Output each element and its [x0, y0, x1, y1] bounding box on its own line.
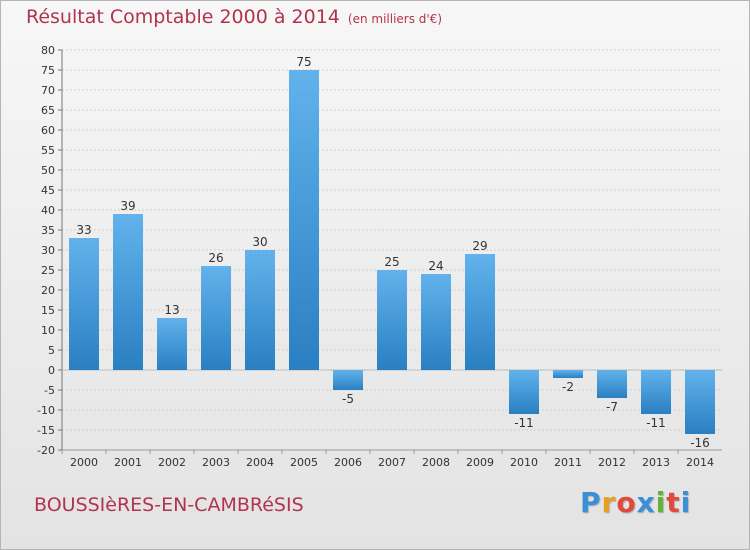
chart-title-text: Résultat Comptable 2000 à 2014 — [26, 6, 340, 28]
x-tick-label: 2008 — [422, 456, 450, 469]
y-tick-label: 60 — [41, 124, 55, 137]
y-tick-label: 15 — [41, 304, 55, 317]
x-tick-label: 2001 — [114, 456, 142, 469]
x-tick-label: 2010 — [510, 456, 538, 469]
x-tick-label: 2009 — [466, 456, 494, 469]
x-tick-label: 2002 — [158, 456, 186, 469]
x-tick-label: 2014 — [686, 456, 714, 469]
bar — [289, 70, 319, 370]
y-tick-label: 30 — [41, 244, 55, 257]
data-label: -2 — [562, 380, 574, 394]
x-tick-label: 2012 — [598, 456, 626, 469]
x-tick-label: 2013 — [642, 456, 670, 469]
data-label: 24 — [428, 259, 443, 273]
bar — [245, 250, 275, 370]
y-tick-label: 80 — [41, 44, 55, 57]
y-tick-label: 0 — [48, 364, 55, 377]
data-label: -16 — [690, 436, 710, 450]
x-tick-label: 2004 — [246, 456, 274, 469]
commune-name: BOUSSIèRES-EN-CAMBRéSIS — [34, 494, 304, 516]
y-tick-label: 35 — [41, 224, 55, 237]
y-tick-label: -20 — [37, 444, 55, 457]
bar — [157, 318, 187, 370]
bar — [597, 370, 627, 398]
y-tick-label: -5 — [44, 384, 55, 397]
data-label: 25 — [384, 255, 399, 269]
bar — [333, 370, 363, 390]
bar — [69, 238, 99, 370]
data-label: -11 — [514, 416, 534, 430]
data-label: 30 — [252, 235, 267, 249]
data-label: -7 — [606, 400, 618, 414]
y-tick-label: -10 — [37, 404, 55, 417]
bar — [685, 370, 715, 434]
x-tick-label: 2007 — [378, 456, 406, 469]
y-tick-label: 70 — [41, 84, 55, 97]
bar — [113, 214, 143, 370]
y-tick-label: 50 — [41, 164, 55, 177]
bar — [553, 370, 583, 378]
y-tick-label: 55 — [41, 144, 55, 157]
data-label: 26 — [208, 251, 223, 265]
logo-letter: t — [666, 486, 681, 519]
data-label: 33 — [76, 223, 91, 237]
y-tick-label: -15 — [37, 424, 55, 437]
chart-subtitle: (en milliers d'€) — [347, 12, 443, 26]
y-tick-label: 75 — [41, 64, 55, 77]
x-tick-label: 2005 — [290, 456, 318, 469]
logo-letter: r — [601, 486, 617, 519]
data-label: 13 — [164, 303, 179, 317]
data-label: -11 — [646, 416, 666, 430]
x-tick-label: 2000 — [70, 456, 98, 469]
x-tick-label: 2006 — [334, 456, 362, 469]
logo-letter: i — [680, 486, 692, 519]
proxiti-logo[interactable]: Proxiti — [580, 486, 691, 519]
y-tick-label: 65 — [41, 104, 55, 117]
y-tick-label: 5 — [48, 344, 55, 357]
logo-letter: P — [580, 486, 602, 519]
logo-letter: o — [616, 486, 637, 519]
y-tick-label: 40 — [41, 204, 55, 217]
y-tick-label: 45 — [41, 184, 55, 197]
data-label: 29 — [472, 239, 487, 253]
bar — [421, 274, 451, 370]
bar — [641, 370, 671, 414]
data-label: 39 — [120, 199, 135, 213]
logo-letter: i — [655, 486, 667, 519]
data-label: 75 — [296, 55, 311, 69]
y-tick-label: 10 — [41, 324, 55, 337]
bar — [465, 254, 495, 370]
logo-letter: x — [636, 486, 656, 519]
y-tick-label: 25 — [41, 264, 55, 277]
bar — [201, 266, 231, 370]
y-tick-label: 20 — [41, 284, 55, 297]
x-tick-label: 2003 — [202, 456, 230, 469]
bar — [509, 370, 539, 414]
bar — [377, 270, 407, 370]
chart-title: Résultat Comptable 2000 à 2014 (en millie… — [26, 6, 442, 28]
x-tick-label: 2011 — [554, 456, 582, 469]
data-label: -5 — [342, 392, 354, 406]
